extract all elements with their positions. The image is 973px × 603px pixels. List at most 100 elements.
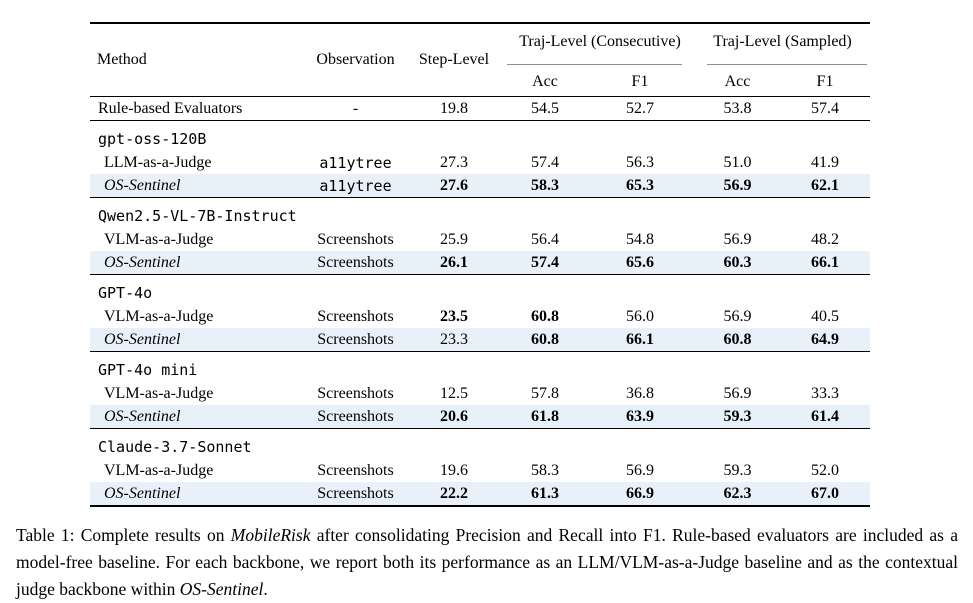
group-header-row: Claude-3.7-Sonnet — [90, 429, 870, 460]
results-table: Method Observation Step-Level Traj-Level… — [90, 22, 871, 507]
value-cell: 57.4 — [780, 96, 871, 121]
value-cell: 54.5 — [505, 96, 585, 121]
column-group-traj-consecutive: Traj-Level (Consecutive) — [505, 23, 695, 68]
method-cell: VLM-as-a-Judge — [104, 461, 214, 479]
value-cell: 48.2 — [811, 230, 839, 248]
value-cell: 57.4 — [531, 153, 559, 171]
caption-italic-segment: MobileRisk — [230, 524, 311, 545]
value-cell: 59.3 — [723, 461, 752, 479]
value-cell: 33.3 — [811, 384, 839, 402]
value-cell: 41.9 — [811, 153, 839, 171]
value-cell: 66.1 — [780, 251, 871, 275]
caption-segment: Table 1: Complete results on — [16, 524, 231, 545]
value-cell: 66.9 — [585, 482, 695, 507]
value-cell: 22.2 — [403, 482, 505, 507]
value-cell: 40.5 — [811, 307, 839, 325]
value-cell: 63.9 — [585, 405, 695, 429]
value-cell: 64.9 — [780, 328, 871, 352]
column-header-method: Method — [90, 23, 308, 97]
observation-cell: Screenshots — [308, 328, 403, 352]
observation-cell: - — [308, 96, 403, 121]
observation-cell: Screenshots — [308, 251, 403, 275]
row-as-a-judge: LLM-as-a-Judge a11ytree 27.3 57.4 56.3 51.0 41… — [90, 151, 870, 174]
observation-cell: a11ytree — [319, 153, 392, 172]
observation-cell: Screenshots — [317, 384, 394, 402]
column-header-acc-sampled: Acc — [695, 68, 780, 97]
column-group-traj-sampled: Traj-Level (Sampled) — [695, 23, 870, 68]
observation-cell: Screenshots — [308, 405, 403, 429]
row-as-a-judge: VLM-as-a-Judge Screenshots 23.5 60.8 56.0 56.… — [90, 305, 870, 328]
caption-segment: . — [263, 578, 268, 599]
caption-italic-segment: OS-Sentinel — [179, 578, 264, 599]
group-name-cell: Claude-3.7-Sonnet — [98, 438, 252, 456]
row-as-a-judge: VLM-as-a-Judge Screenshots 25.9 56.4 54.8 56.… — [90, 228, 870, 251]
value-cell: 27.6 — [403, 174, 505, 198]
column-header-f1-consecutive: F1 — [585, 68, 695, 97]
value-cell: 25.9 — [440, 230, 468, 248]
method-cell: OS-Sentinel — [90, 251, 308, 275]
value-cell: 20.6 — [403, 405, 505, 429]
value-cell: 56.9 — [723, 384, 752, 402]
value-cell: 56.3 — [626, 153, 654, 171]
value-cell: 52.7 — [585, 96, 695, 121]
method-cell: OS-Sentinel — [90, 482, 308, 507]
group-name-cell: GPT-4o — [98, 284, 153, 302]
value-cell: 23.5 — [440, 307, 468, 325]
table-header: Method Observation Step-Level Traj-Level… — [90, 23, 871, 97]
method-cell: VLM-as-a-Judge — [104, 307, 214, 325]
value-cell: 57.8 — [531, 384, 559, 402]
value-cell: 66.1 — [585, 328, 695, 352]
value-cell: 56.9 — [695, 174, 780, 198]
group-header-row: gpt-oss-120B — [90, 121, 870, 152]
value-cell: 19.6 — [440, 461, 468, 479]
row-os-sentinel: OS-Sentinel Screenshots 20.6 61.8 63.9 59.3 61… — [90, 405, 871, 429]
value-cell: 53.8 — [695, 96, 780, 121]
value-cell: 60.3 — [695, 251, 780, 275]
value-cell: 60.8 — [505, 328, 585, 352]
method-cell: VLM-as-a-Judge — [104, 384, 214, 402]
method-cell: OS-Sentinel — [90, 405, 308, 429]
group-header-row: Qwen2.5-VL-7B-Instruct — [90, 198, 870, 229]
value-cell: 19.8 — [403, 96, 505, 121]
value-cell: 61.3 — [505, 482, 585, 507]
column-header-observation: Observation — [308, 23, 403, 97]
column-header-f1-sampled: F1 — [780, 68, 871, 97]
value-cell: 61.4 — [780, 405, 871, 429]
value-cell: 65.6 — [585, 251, 695, 275]
value-cell: 51.0 — [723, 153, 752, 171]
method-cell: OS-Sentinel — [90, 174, 308, 198]
observation-cell: a11ytree — [308, 174, 403, 198]
observation-cell: Screenshots — [317, 230, 394, 248]
value-cell: 67.0 — [780, 482, 871, 507]
observation-cell: Screenshots — [308, 482, 403, 507]
value-cell: 12.5 — [440, 384, 468, 402]
method-cell: OS-Sentinel — [90, 328, 308, 352]
value-cell: 27.3 — [440, 153, 468, 171]
method-cell: Rule-based Evaluators — [90, 96, 308, 121]
value-cell: 58.3 — [531, 461, 559, 479]
value-cell: 61.8 — [505, 405, 585, 429]
value-cell: 54.8 — [626, 230, 654, 248]
results-table-body: Rule-based Evaluators -19.8 54.5 52.7 53.8 57… — [90, 96, 871, 507]
value-cell: 58.3 — [505, 174, 585, 198]
value-cell: 26.1 — [403, 251, 505, 275]
column-header-acc-consecutive: Acc — [505, 68, 585, 97]
value-cell: 56.4 — [531, 230, 559, 248]
value-cell: 56.9 — [723, 307, 752, 325]
observation-cell: Screenshots — [317, 461, 394, 479]
group-header-row: GPT-4o — [90, 275, 870, 306]
row-os-sentinel: OS-Sentinel a11ytree 27.6 58.3 65.3 56.9 62.1 — [90, 174, 871, 198]
column-header-step-level: Step-Level — [403, 23, 505, 97]
row-os-sentinel: OS-Sentinel Screenshots 26.1 57.4 65.6 60.3 66… — [90, 251, 871, 275]
row-os-sentinel: OS-Sentinel Screenshots 23.3 60.8 66.1 60.8 64… — [90, 328, 871, 352]
group-name-cell: GPT-4o mini — [98, 361, 198, 379]
row-rule-based-baseline: Rule-based Evaluators -19.8 54.5 52.7 53.8 57… — [90, 96, 871, 121]
observation-cell: Screenshots — [317, 307, 394, 325]
header-row-subcolumns: Acc F1 Acc F1 — [90, 68, 871, 97]
row-as-a-judge: VLM-as-a-Judge Screenshots 19.6 58.3 56.9 59.… — [90, 459, 870, 482]
row-as-a-judge: VLM-as-a-Judge Screenshots 12.5 57.8 36.8 56.… — [90, 382, 870, 405]
value-cell: 56.0 — [626, 307, 654, 325]
value-cell: 57.4 — [505, 251, 585, 275]
value-cell: 36.8 — [626, 384, 654, 402]
